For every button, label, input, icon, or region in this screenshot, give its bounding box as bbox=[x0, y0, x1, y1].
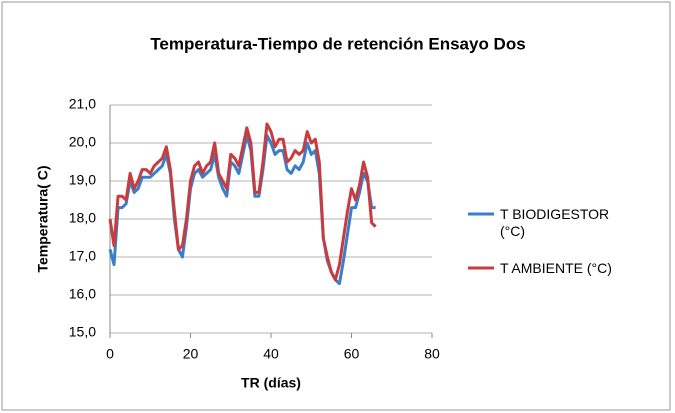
y-tick-label: 15,0 bbox=[69, 324, 96, 340]
chart-title: Temperatura-Tiempo de retención Ensayo D… bbox=[150, 34, 525, 53]
y-axis-label: Temperatura( C) bbox=[35, 165, 51, 272]
y-tick-label: 17,0 bbox=[69, 248, 96, 264]
x-tick-label: 80 bbox=[424, 346, 440, 362]
x-tick-label: 20 bbox=[183, 346, 199, 362]
x-tick-label: 40 bbox=[263, 346, 279, 362]
y-tick-label: 16,0 bbox=[69, 286, 96, 302]
y-tick-label: 19,0 bbox=[69, 172, 96, 188]
x-tick-label: 0 bbox=[106, 346, 114, 362]
legend-label: T AMBIENTE (°C) bbox=[500, 260, 612, 276]
legend-label: T BIODIGESTOR (°C) bbox=[500, 206, 610, 239]
x-axis-label: TR (días) bbox=[241, 375, 301, 391]
x-tick-label: 60 bbox=[344, 346, 360, 362]
y-tick-label: 21,0 bbox=[69, 96, 96, 112]
y-tick-label: 18,0 bbox=[69, 210, 96, 226]
y-tick-label: 20,0 bbox=[69, 134, 96, 150]
series-line bbox=[108, 122, 377, 282]
